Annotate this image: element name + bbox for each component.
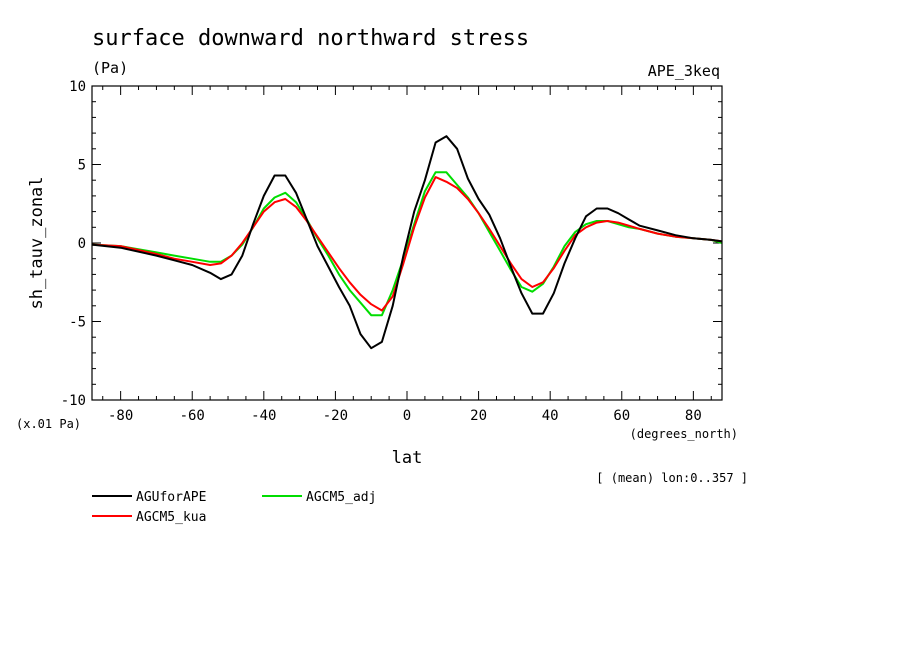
y-tick-label: -10 bbox=[61, 393, 86, 409]
x-axis-label: lat bbox=[392, 448, 423, 468]
mean-note: [ (mean) lon:0..357 ] bbox=[596, 471, 748, 485]
legend: AGUforAPE AGCM5_adj AGCM5_kua bbox=[92, 490, 376, 525]
y-scale-note: (x.01 Pa) bbox=[16, 417, 81, 431]
axis-ticks bbox=[92, 85, 722, 401]
x-tick-label: -80 bbox=[108, 408, 133, 424]
series-line-agcm5-kua bbox=[91, 176, 723, 312]
x-tick-label: 40 bbox=[542, 408, 559, 424]
x-tick-label: -20 bbox=[323, 408, 348, 424]
tick-labels: -80 -60 -40 -20 0 20 40 60 80 -10 -5 0 5 10 bbox=[61, 79, 702, 424]
series-lines bbox=[91, 135, 723, 350]
y-tick-label: 10 bbox=[69, 79, 86, 95]
experiment-label: APE_3keq bbox=[648, 62, 720, 80]
x-tick-label: 60 bbox=[613, 408, 630, 424]
y-tick-label: -5 bbox=[69, 315, 86, 331]
y-tick-label: 5 bbox=[78, 158, 86, 174]
x-units-label: (degrees_north) bbox=[630, 427, 738, 441]
legend-label-aguforape: AGUforAPE bbox=[136, 490, 206, 505]
x-tick-label: 80 bbox=[685, 408, 702, 424]
x-tick-label: 0 bbox=[403, 408, 411, 424]
y-tick-label: 0 bbox=[78, 236, 86, 252]
chart-title: surface downward northward stress bbox=[92, 26, 529, 51]
units-label: (Pa) bbox=[92, 59, 128, 77]
y-axis-label: sh_tauv_zonal bbox=[27, 176, 47, 309]
plot-frame bbox=[91, 85, 723, 401]
x-tick-label: -60 bbox=[180, 408, 205, 424]
series-line-aguforape bbox=[91, 135, 723, 350]
x-tick-label: 20 bbox=[470, 408, 487, 424]
legend-label-agcm5-adj: AGCM5_adj bbox=[306, 490, 376, 505]
x-tick-label: -40 bbox=[251, 408, 276, 424]
legend-label-agcm5-kua: AGCM5_kua bbox=[136, 510, 206, 525]
